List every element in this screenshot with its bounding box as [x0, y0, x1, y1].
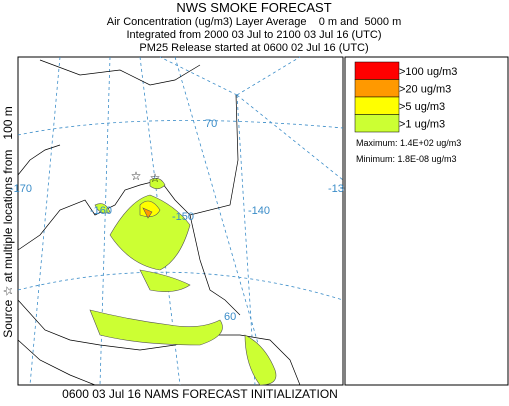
legend: >100 ug/m3 >20 ug/m3 >5 ug/m3 >1 ug/m3: [354, 61, 457, 133]
smoke-contours: [89, 178, 277, 386]
subtitle: Air Concentration (ug/m3) Layer Average …: [107, 16, 402, 28]
subtitle: PM25 Release started at 0600 02 Jul 16 (…: [139, 42, 368, 54]
legend-label: >20 ug/m3: [399, 84, 451, 96]
legend-swatch: [354, 61, 400, 80]
grid-label: -150: [172, 211, 194, 223]
graticule: [17, 56, 344, 386]
legend-maximum: Maximum: 1.4E+02 ug/m3: [356, 138, 461, 148]
grid-label: -170: [10, 183, 32, 195]
legend-label: >100 ug/m3: [399, 66, 457, 78]
coastline: [17, 59, 301, 386]
legend-swatch: [354, 79, 400, 98]
grid-labels: 70 -170 -160 -150 -140 -130 60: [10, 118, 350, 323]
map: ☆ ☆ 70 -170 -160 -150 -140 -130 60: [10, 56, 350, 386]
grid-label: -140: [248, 205, 270, 217]
subtitle: Integrated from 2000 03 Jul to 2100 03 J…: [127, 29, 382, 41]
legend-minimum: Minimum: 1.8E-08 ug/m3: [356, 154, 457, 164]
footer: 0600 03 Jul 16 NAMS FORECAST INITIALIZAT…: [62, 387, 338, 401]
grid-label: -160: [90, 205, 112, 217]
title: NWS SMOKE FORECAST: [176, 0, 331, 15]
grid-label: 70: [205, 118, 217, 130]
grid-label: 60: [224, 311, 236, 323]
legend-label: >5 ug/m3: [399, 101, 445, 113]
side-label: Source ☆ at multiple locations from 100 …: [1, 106, 15, 338]
source-star: ☆: [131, 169, 142, 183]
legend-label: >1 ug/m3: [399, 119, 445, 131]
legend-swatch: [354, 114, 400, 133]
legend-swatch: [354, 96, 400, 115]
source-star: ☆: [150, 171, 161, 185]
